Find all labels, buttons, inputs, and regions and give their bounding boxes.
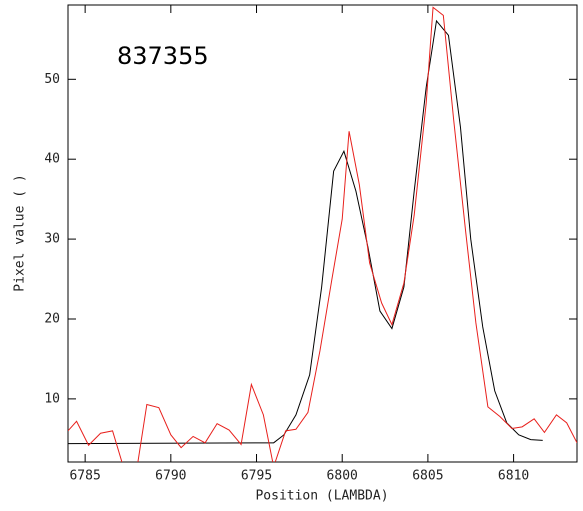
y-tick-label: 10 [44,391,60,406]
y-tick-label: 30 [44,232,60,247]
x-tick-label: 6800 [327,469,358,484]
line-black [68,19,543,445]
y-tick-label: 50 [44,72,60,87]
x-axis-label: Position (LAMBDA) [255,489,388,504]
y-tick-label: 20 [44,311,60,326]
y-tick-label: 40 [44,152,60,167]
x-tick-label: 6785 [69,469,100,484]
x-tick-label: 6790 [155,469,186,484]
plot-area [68,6,577,462]
x-tick-label: 6810 [498,469,529,484]
y-axis-label: Pixel value ( ) [13,174,28,291]
x-tick-label: 6805 [412,469,443,484]
line-red [68,6,577,462]
plot-frame [67,4,578,463]
x-tick-label: 6795 [241,469,272,484]
chart-title: 837355 [117,42,209,70]
